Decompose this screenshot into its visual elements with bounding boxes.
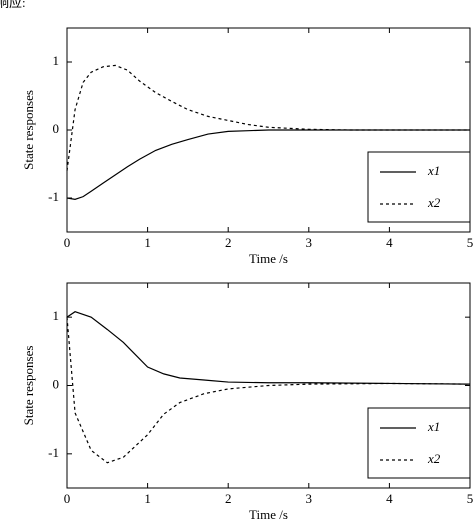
x-tick-label: 5 [467,235,474,250]
series-line [66,129,470,200]
legend-label: x1 [427,419,440,434]
legend-box [367,407,471,479]
x-tick-label: 2 [225,491,232,506]
y-tick-label: -1 [48,445,59,460]
y-tick-label: 1 [53,53,60,68]
y-axis-label: State responses [21,90,36,170]
series-line [66,317,471,464]
x-tick-label: 0 [64,491,71,506]
y-axis-label: State responses [21,346,36,426]
legend-box [367,151,471,223]
x-axis-label: Time /s [249,251,288,266]
x-tick-label: 2 [225,235,232,250]
x-axis-label: Time /s [249,507,288,522]
header-text: 响应: [0,0,26,10]
x-tick-label: 5 [467,491,474,506]
y-tick-label: -1 [48,189,59,204]
x-tick-label: 4 [386,235,393,250]
series-line [66,64,470,171]
x-tick-label: 0 [64,235,71,250]
y-tick-label: 0 [53,376,60,391]
y-tick-label: 1 [53,308,60,323]
x-tick-label: 1 [144,491,151,506]
x-tick-label: 4 [386,491,393,506]
y-tick-label: 0 [53,121,60,136]
legend-label: x1 [427,163,440,178]
legend-label: x2 [427,195,441,210]
legend-label: x2 [427,451,441,466]
series-line [66,311,471,385]
x-tick-label: 3 [306,491,313,506]
x-tick-label: 1 [144,235,151,250]
x-tick-label: 3 [306,235,313,250]
